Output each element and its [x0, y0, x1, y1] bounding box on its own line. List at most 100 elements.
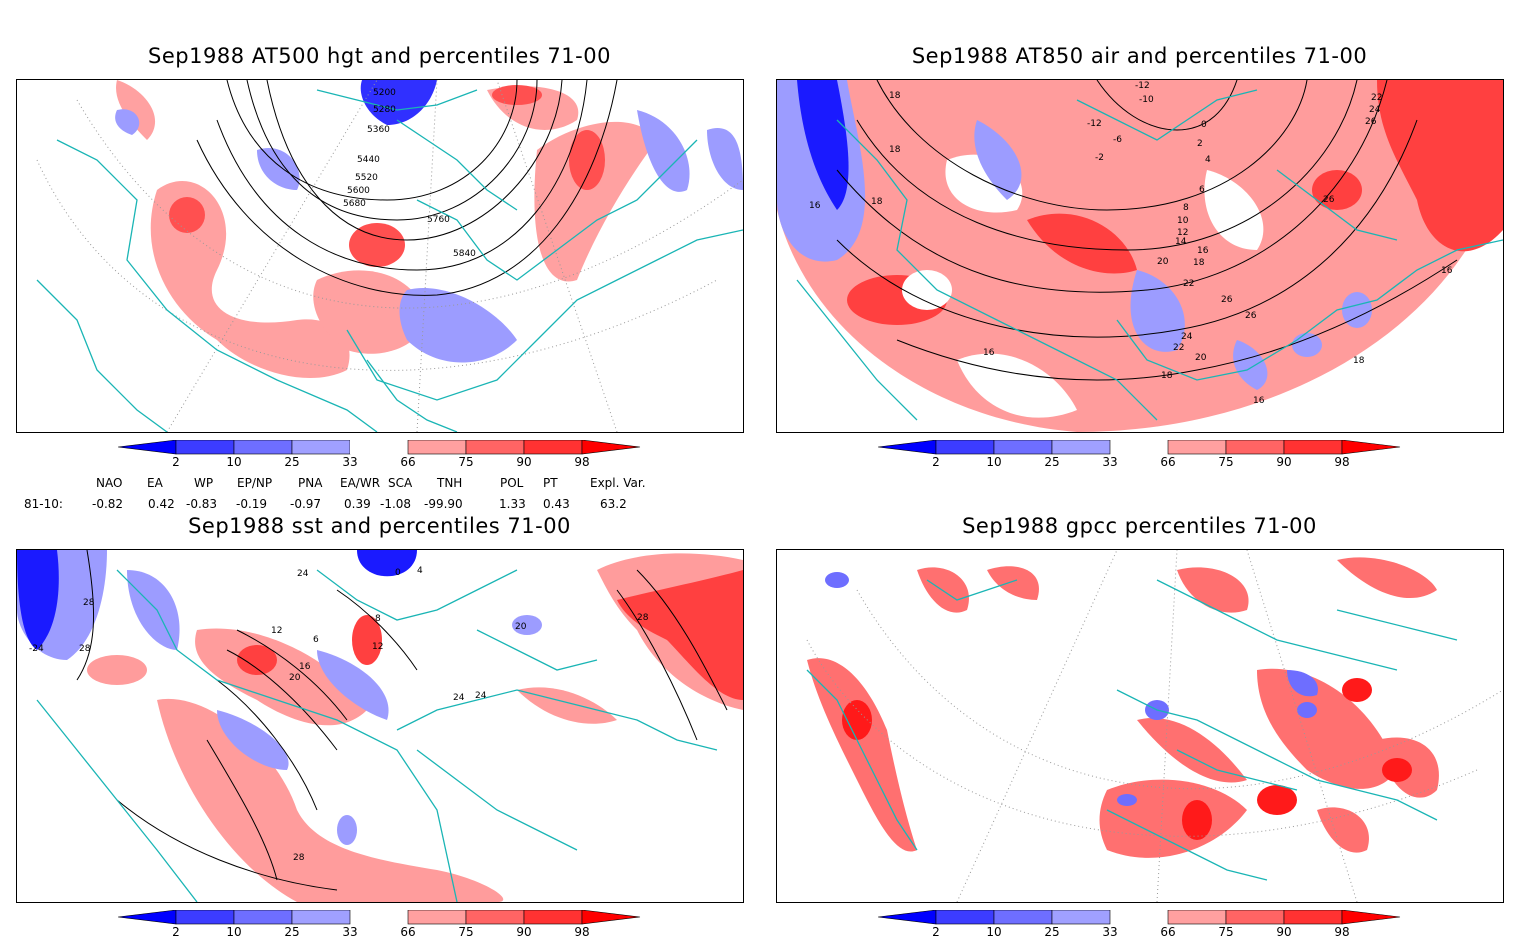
- contour-label: 0: [1201, 120, 1207, 130]
- colorbar-tick: 10: [986, 925, 1002, 939]
- contour-label: 18: [1193, 258, 1205, 268]
- map-sst: 28 -24 28 24 12 6 0 4 8 12 16 20 24 24 2…: [17, 550, 743, 902]
- index-value: -0.19: [236, 497, 268, 511]
- index-header: EA/WR: [340, 476, 381, 490]
- index-header: TNH: [437, 476, 463, 490]
- contour-label: 16: [1197, 246, 1209, 256]
- contour-label: 24: [1369, 105, 1381, 115]
- index-header: POL: [500, 476, 524, 490]
- colorbar-tick: 25: [284, 455, 300, 469]
- colorbar-tick: 33: [1102, 455, 1118, 469]
- contour-label: -2: [1095, 153, 1104, 163]
- contour-label: 16: [1441, 266, 1453, 276]
- colorbar-tick: 66: [400, 455, 416, 469]
- index-value: -0.82: [92, 497, 124, 511]
- index-value: -99.90: [424, 497, 463, 511]
- colorbar-tick: 90: [1276, 455, 1292, 469]
- colorbar-tick: 2: [932, 925, 940, 939]
- panel-title-at500: Sep1988 AT500 hgt and percentiles 71-00: [148, 44, 611, 68]
- contour-label: 5760: [427, 215, 450, 225]
- index-value: 0.42: [148, 497, 175, 511]
- contour-label: 16: [983, 348, 995, 358]
- colorbar-at500: 2 10 25 33 66 75 90 98: [118, 440, 648, 476]
- colorbar-tick: 33: [342, 925, 358, 939]
- panel-title-sst: Sep1988 sst and percentiles 71-00: [188, 514, 571, 538]
- contour-label: 24: [297, 569, 309, 579]
- contour-label: 26: [1365, 117, 1377, 127]
- colorbar-tick: 66: [1160, 455, 1176, 469]
- contour-label: 16: [809, 201, 821, 211]
- contour-label: 18: [889, 145, 901, 155]
- contour-label: 6: [1199, 185, 1205, 195]
- colorbar-tick: 10: [986, 455, 1002, 469]
- colorbar-swatches: [118, 910, 641, 925]
- colorbar-swatches: [118, 440, 641, 455]
- colorbar-tick: 25: [284, 925, 300, 939]
- contour-label: 12: [372, 642, 383, 652]
- index-value: 0.39: [344, 497, 371, 511]
- contour-label: 22: [1183, 279, 1194, 289]
- colorbar-at850: 2 10 25 33 66 75 90 98: [878, 440, 1408, 476]
- contour-label: 26: [1245, 311, 1257, 321]
- contour-label: 28: [83, 598, 95, 608]
- index-header: Expl. Var.: [590, 476, 646, 490]
- colorbar-tick: 25: [1044, 455, 1060, 469]
- colorbar-swatches: [878, 440, 1401, 455]
- colorbar-tick: 2: [172, 455, 180, 469]
- index-value: 0.43: [543, 497, 570, 511]
- contour-label: 22: [1173, 343, 1184, 353]
- colorbar-tick: 66: [1160, 925, 1176, 939]
- colorbar-tick: 33: [1102, 925, 1118, 939]
- colorbar-tick: 90: [516, 455, 532, 469]
- colorbar-tick: 98: [1334, 925, 1350, 939]
- map-at850: -12 -10 -12 -6 -2 0 2 4 6 8 10 12 14 16 …: [777, 80, 1503, 432]
- contour-label: 18: [1161, 371, 1173, 381]
- contour-label: 16: [1253, 396, 1265, 406]
- contour-label: 5840: [453, 249, 476, 259]
- colorbar-tick: 98: [1334, 455, 1350, 469]
- index-header: EP/NP: [237, 476, 273, 490]
- contour-label: 14: [1175, 237, 1187, 247]
- colorbar-tick: 90: [516, 925, 532, 939]
- contour-label: 12: [271, 626, 282, 636]
- colorbar-tick: 10: [226, 925, 242, 939]
- contour-label: 24: [453, 693, 465, 703]
- map-at500: 5200 5280 5360 5440 5520 5600 5680 5760 …: [36, 80, 743, 432]
- contour-label: 10: [1177, 216, 1189, 226]
- colorbar-tick: 98: [574, 455, 590, 469]
- contour-label: 12: [1177, 228, 1188, 238]
- contour-label: 5680: [343, 199, 366, 209]
- colorbar-tick: 75: [458, 925, 474, 939]
- index-header: PNA: [298, 476, 323, 490]
- contour-label: 5520: [355, 173, 378, 183]
- index-row-label: 81-10:: [24, 497, 63, 511]
- contour-label: 6: [313, 635, 319, 645]
- contour-label: 18: [889, 91, 901, 101]
- contour-label: 22: [1371, 93, 1382, 103]
- colorbar-tick: 66: [400, 925, 416, 939]
- contour-label: -6: [1113, 135, 1122, 145]
- colorbar-tick: 75: [458, 455, 474, 469]
- colorbar-gpcc: 2 10 25 33 66 75 90 98: [878, 910, 1408, 946]
- colorbar-sst: 2 10 25 33 66 75 90 98: [118, 910, 648, 946]
- contour-label: 8: [375, 614, 381, 624]
- contour-label: 8: [1183, 203, 1189, 213]
- colorbar-tick: 98: [574, 925, 590, 939]
- colorbar-tick: 2: [172, 925, 180, 939]
- colorbar-tick: 10: [226, 455, 242, 469]
- contour-label: 5360: [367, 125, 390, 135]
- map-panel-at500: 5200 5280 5360 5440 5520 5600 5680 5760 …: [16, 79, 744, 433]
- index-value: -0.83: [186, 497, 218, 511]
- index-value: 63.2: [600, 497, 627, 511]
- contour-label: -24: [29, 644, 44, 654]
- contour-label: 4: [1205, 155, 1211, 165]
- index-header: SCA: [388, 476, 413, 490]
- panel-title-gpcc: Sep1988 gpcc percentiles 71-00: [962, 514, 1317, 538]
- index-header: PT: [543, 476, 558, 490]
- contour-label: 24: [475, 691, 487, 701]
- colorbar-tick: 90: [1276, 925, 1292, 939]
- colorbar-tick: 2: [932, 455, 940, 469]
- contour-label: 24: [1373, 80, 1385, 83]
- contour-label: 5440: [357, 155, 380, 165]
- index-header: WP: [194, 476, 214, 490]
